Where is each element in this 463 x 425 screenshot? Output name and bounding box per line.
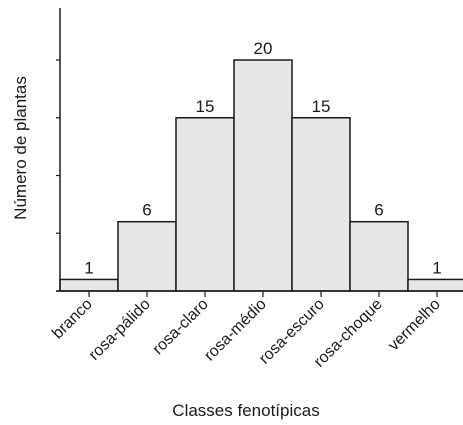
bar-rosa-choque	[349, 220, 409, 292]
x-axis-label: Classes fenotípicas	[172, 401, 319, 420]
value-label-vermelho: 1	[432, 258, 441, 277]
value-labels-group: 1 6 15 20 15 6 1	[84, 39, 441, 277]
value-label-branco: 1	[84, 258, 93, 277]
bar-rosa-pálido	[117, 220, 177, 292]
category-label-vermelho: vermelho	[385, 296, 444, 355]
value-label-rosa-choque: 6	[374, 201, 383, 220]
bar-rosa-médio	[233, 59, 293, 292]
x-ticks-group	[88, 291, 438, 297]
value-label-rosa-médio: 20	[254, 39, 273, 58]
category-label-branco: branco	[49, 296, 96, 343]
value-label-rosa-escuro: 15	[312, 97, 331, 116]
category-label-rosa-pálido: rosa-pálido	[86, 296, 154, 364]
bar-vermelho	[407, 278, 463, 292]
value-label-rosa-pálido: 6	[142, 201, 151, 220]
y-ticks-group	[56, 59, 60, 292]
bars-group	[59, 59, 463, 292]
bar-rosa-claro	[175, 117, 235, 292]
bar-rosa-escuro	[291, 117, 351, 292]
category-labels-group: brancorosa-pálidorosa-clarorosa-médioros…	[49, 296, 444, 371]
category-label-rosa-claro: rosa-claro	[150, 296, 212, 358]
bar-branco	[59, 278, 119, 292]
value-label-rosa-claro: 15	[196, 97, 215, 116]
y-axis-label: Número de plantas	[11, 76, 30, 220]
